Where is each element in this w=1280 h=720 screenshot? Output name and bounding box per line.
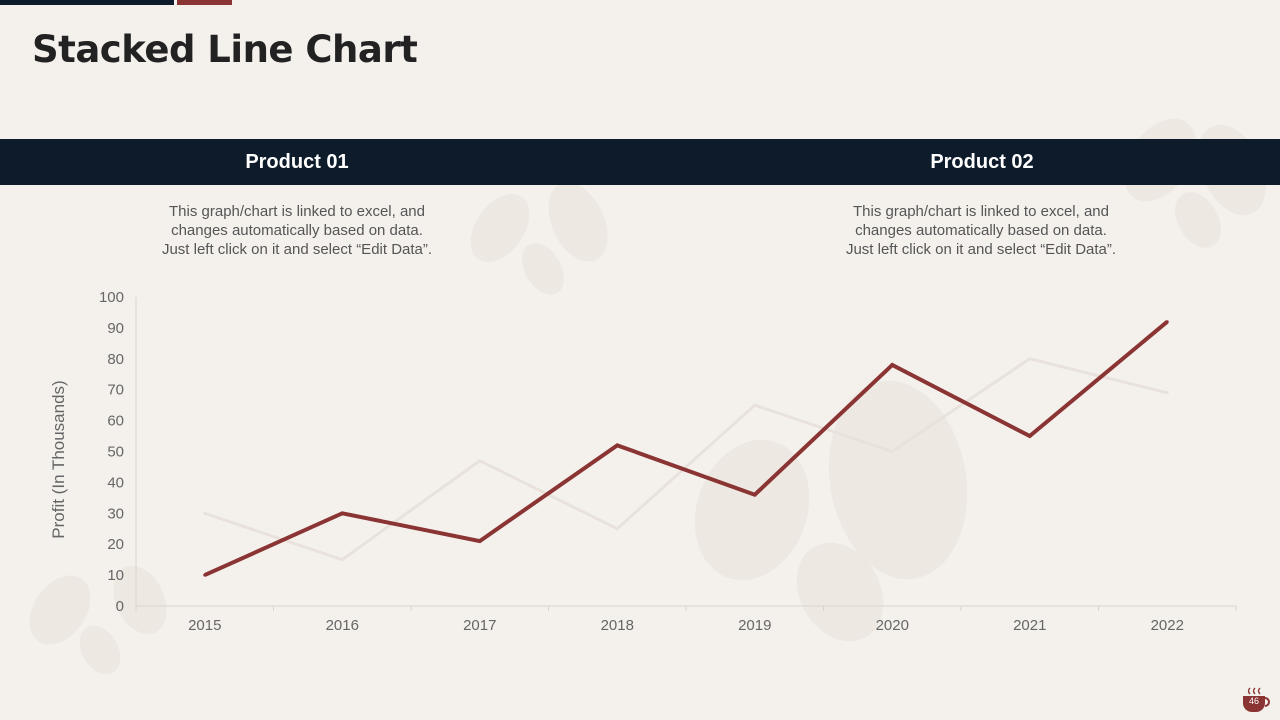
x-tick-label: 2020 [876, 617, 909, 634]
description-line: This graph/chart is linked to excel, and [853, 203, 1109, 220]
data-point-product-01-2018 [615, 527, 619, 531]
product-01-heading: Product 01 [245, 151, 349, 173]
page-number: 46 [1248, 696, 1259, 706]
description-line: changes automatically based on data. [171, 222, 423, 239]
x-tick-label: 2017 [463, 617, 496, 634]
y-tick-label: 90 [107, 320, 124, 337]
y-tick-label: 60 [107, 413, 124, 430]
product-02-description: This graph/chart is linked to excel, and… [816, 202, 1146, 259]
x-tick-label: 2015 [188, 617, 221, 634]
x-tick-label: 2021 [1013, 617, 1046, 634]
data-point-product-02-2020 [890, 363, 894, 367]
x-tick-label: 2018 [601, 617, 634, 634]
product-01-description: This graph/chart is linked to excel, and… [132, 202, 462, 259]
data-point-product-02-2021 [1028, 434, 1032, 438]
y-tick-label: 20 [107, 536, 124, 553]
y-tick-label: 10 [107, 567, 124, 584]
data-point-product-01-2015 [203, 511, 207, 515]
description-line: This graph/chart is linked to excel, and [169, 203, 425, 220]
y-tick-label: 40 [107, 474, 124, 491]
x-tick-label: 2016 [326, 617, 359, 634]
data-point-product-01-2020 [890, 450, 894, 453]
x-tick-label: 2022 [1151, 617, 1184, 634]
data-point-product-02-2022 [1165, 320, 1169, 324]
y-tick-label: 30 [107, 505, 124, 522]
product-header-band: Product 01 Product 02 [0, 139, 1280, 185]
page-title: Stacked Line Chart [32, 28, 418, 71]
y-tick-label: 70 [107, 382, 124, 399]
y-tick-label: 50 [107, 444, 124, 461]
data-point-product-01-2021 [1028, 357, 1032, 361]
top-accent-bar-red [177, 0, 232, 5]
description-line: changes automatically based on data. [855, 222, 1107, 239]
data-point-product-02-2019 [753, 493, 757, 497]
description-line: Just left click on it and select “Edit D… [161, 241, 433, 258]
series-line-product-02[interactable] [203, 320, 1169, 577]
data-point-product-02-2015 [203, 573, 207, 577]
y-tick-label: 0 [116, 598, 124, 615]
x-tick-label: 2019 [738, 617, 771, 634]
data-point-product-01-2019 [753, 403, 757, 407]
data-point-product-02-2017 [478, 539, 482, 543]
product-02-heading: Product 02 [930, 151, 1034, 173]
data-point-product-01-2017 [478, 459, 482, 463]
y-tick-label: 100 [99, 289, 124, 306]
top-accent-bar-navy [0, 0, 174, 5]
y-axis-title: Profit (In Thousands) [49, 380, 68, 538]
description-line: Just left click on it and select “Edit D… [845, 241, 1117, 258]
series-line-product-01[interactable] [204, 357, 1168, 562]
y-tick-label: 80 [107, 351, 124, 368]
data-point-product-02-2016 [340, 511, 344, 515]
data-point-product-01-2016 [340, 558, 344, 562]
data-point-product-01-2022 [1165, 391, 1169, 395]
coffee-cup-icon [1243, 687, 1270, 712]
data-point-product-02-2018 [615, 443, 619, 447]
